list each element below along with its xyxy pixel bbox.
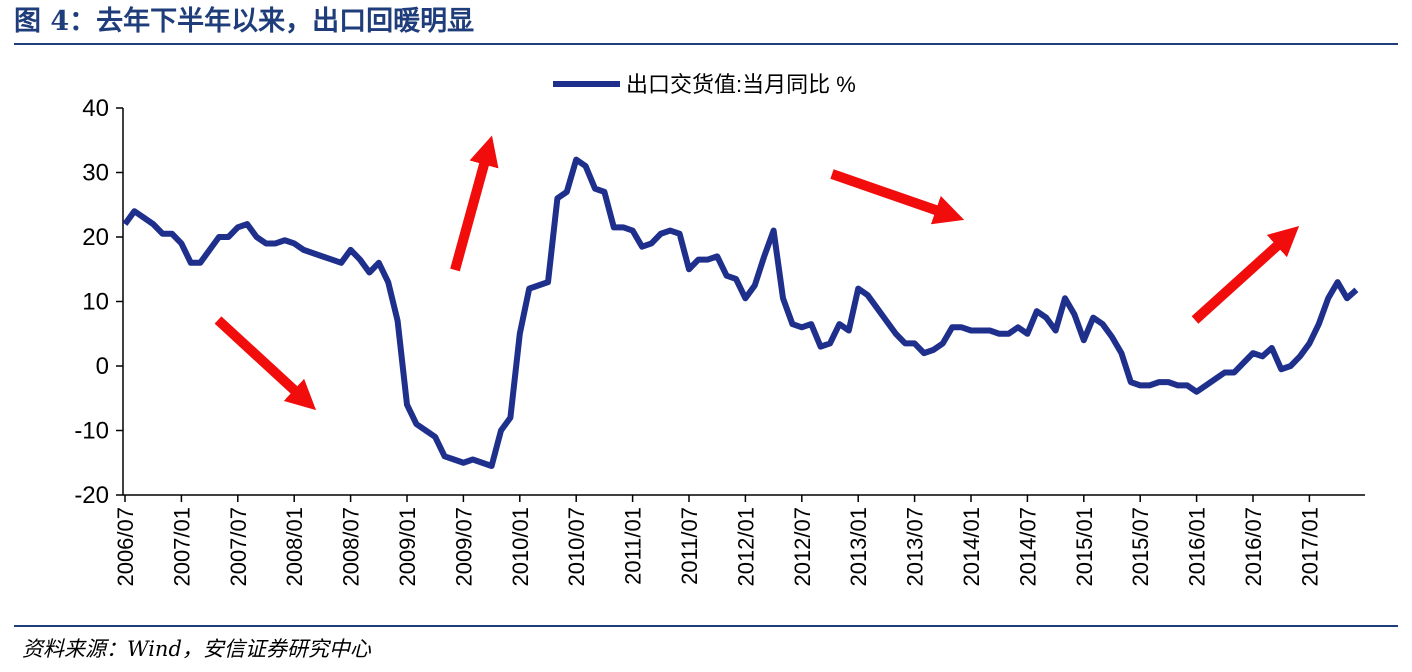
x-tick-label: 2016/07	[1241, 507, 1266, 587]
x-tick-label: 2015/07	[1128, 507, 1153, 587]
x-tick-label: 2006/07	[113, 507, 138, 587]
x-tick-label: 2013/07	[903, 507, 928, 587]
x-tick-label: 2011/07	[677, 507, 702, 585]
x-tick-label: 2012/07	[790, 507, 815, 587]
line-series	[122, 156, 1359, 469]
x-tick-label: 2008/01	[282, 507, 307, 587]
x-tick-label: 2014/07	[1015, 507, 1040, 587]
x-tick-label: 2010/07	[564, 507, 589, 587]
x-tick-label: 2010/01	[508, 507, 533, 587]
x-tick-label: 2014/01	[959, 507, 984, 587]
x-tick-label: 2009/07	[451, 507, 476, 587]
x-tick-label: 2012/01	[733, 507, 758, 587]
x-tick-label: 2008/07	[339, 507, 364, 587]
x-tick-label: 2015/01	[1072, 507, 1097, 587]
x-tick-label: 2011/01	[621, 507, 646, 585]
y-tick-label: -10	[74, 418, 109, 445]
source: 资料来源：Wind，安信证券研究中心	[22, 637, 372, 661]
legend-label: 出口交货值:当月同比 %	[626, 72, 856, 97]
y-tick-label: -20	[74, 482, 109, 509]
page-title: 图 4：去年下半年以来，出口回暖明显	[14, 5, 474, 37]
y-tick-label: 10	[82, 289, 109, 316]
x-tick-label: 2007/07	[226, 507, 251, 587]
y-tick-label: 40	[82, 95, 109, 122]
x-tick-label: 2009/01	[395, 507, 420, 587]
y-tick-label: 30	[82, 160, 109, 187]
trend-arrows	[214, 135, 1300, 411]
x-tick-label: 2007/01	[169, 507, 194, 587]
x-tick-label: 2017/01	[1297, 507, 1322, 587]
x-tick-label: 2016/01	[1185, 507, 1210, 587]
x-tick-label: 2013/01	[846, 507, 871, 587]
y-tick-label: 0	[96, 353, 109, 380]
y-tick-label: 20	[82, 224, 109, 251]
